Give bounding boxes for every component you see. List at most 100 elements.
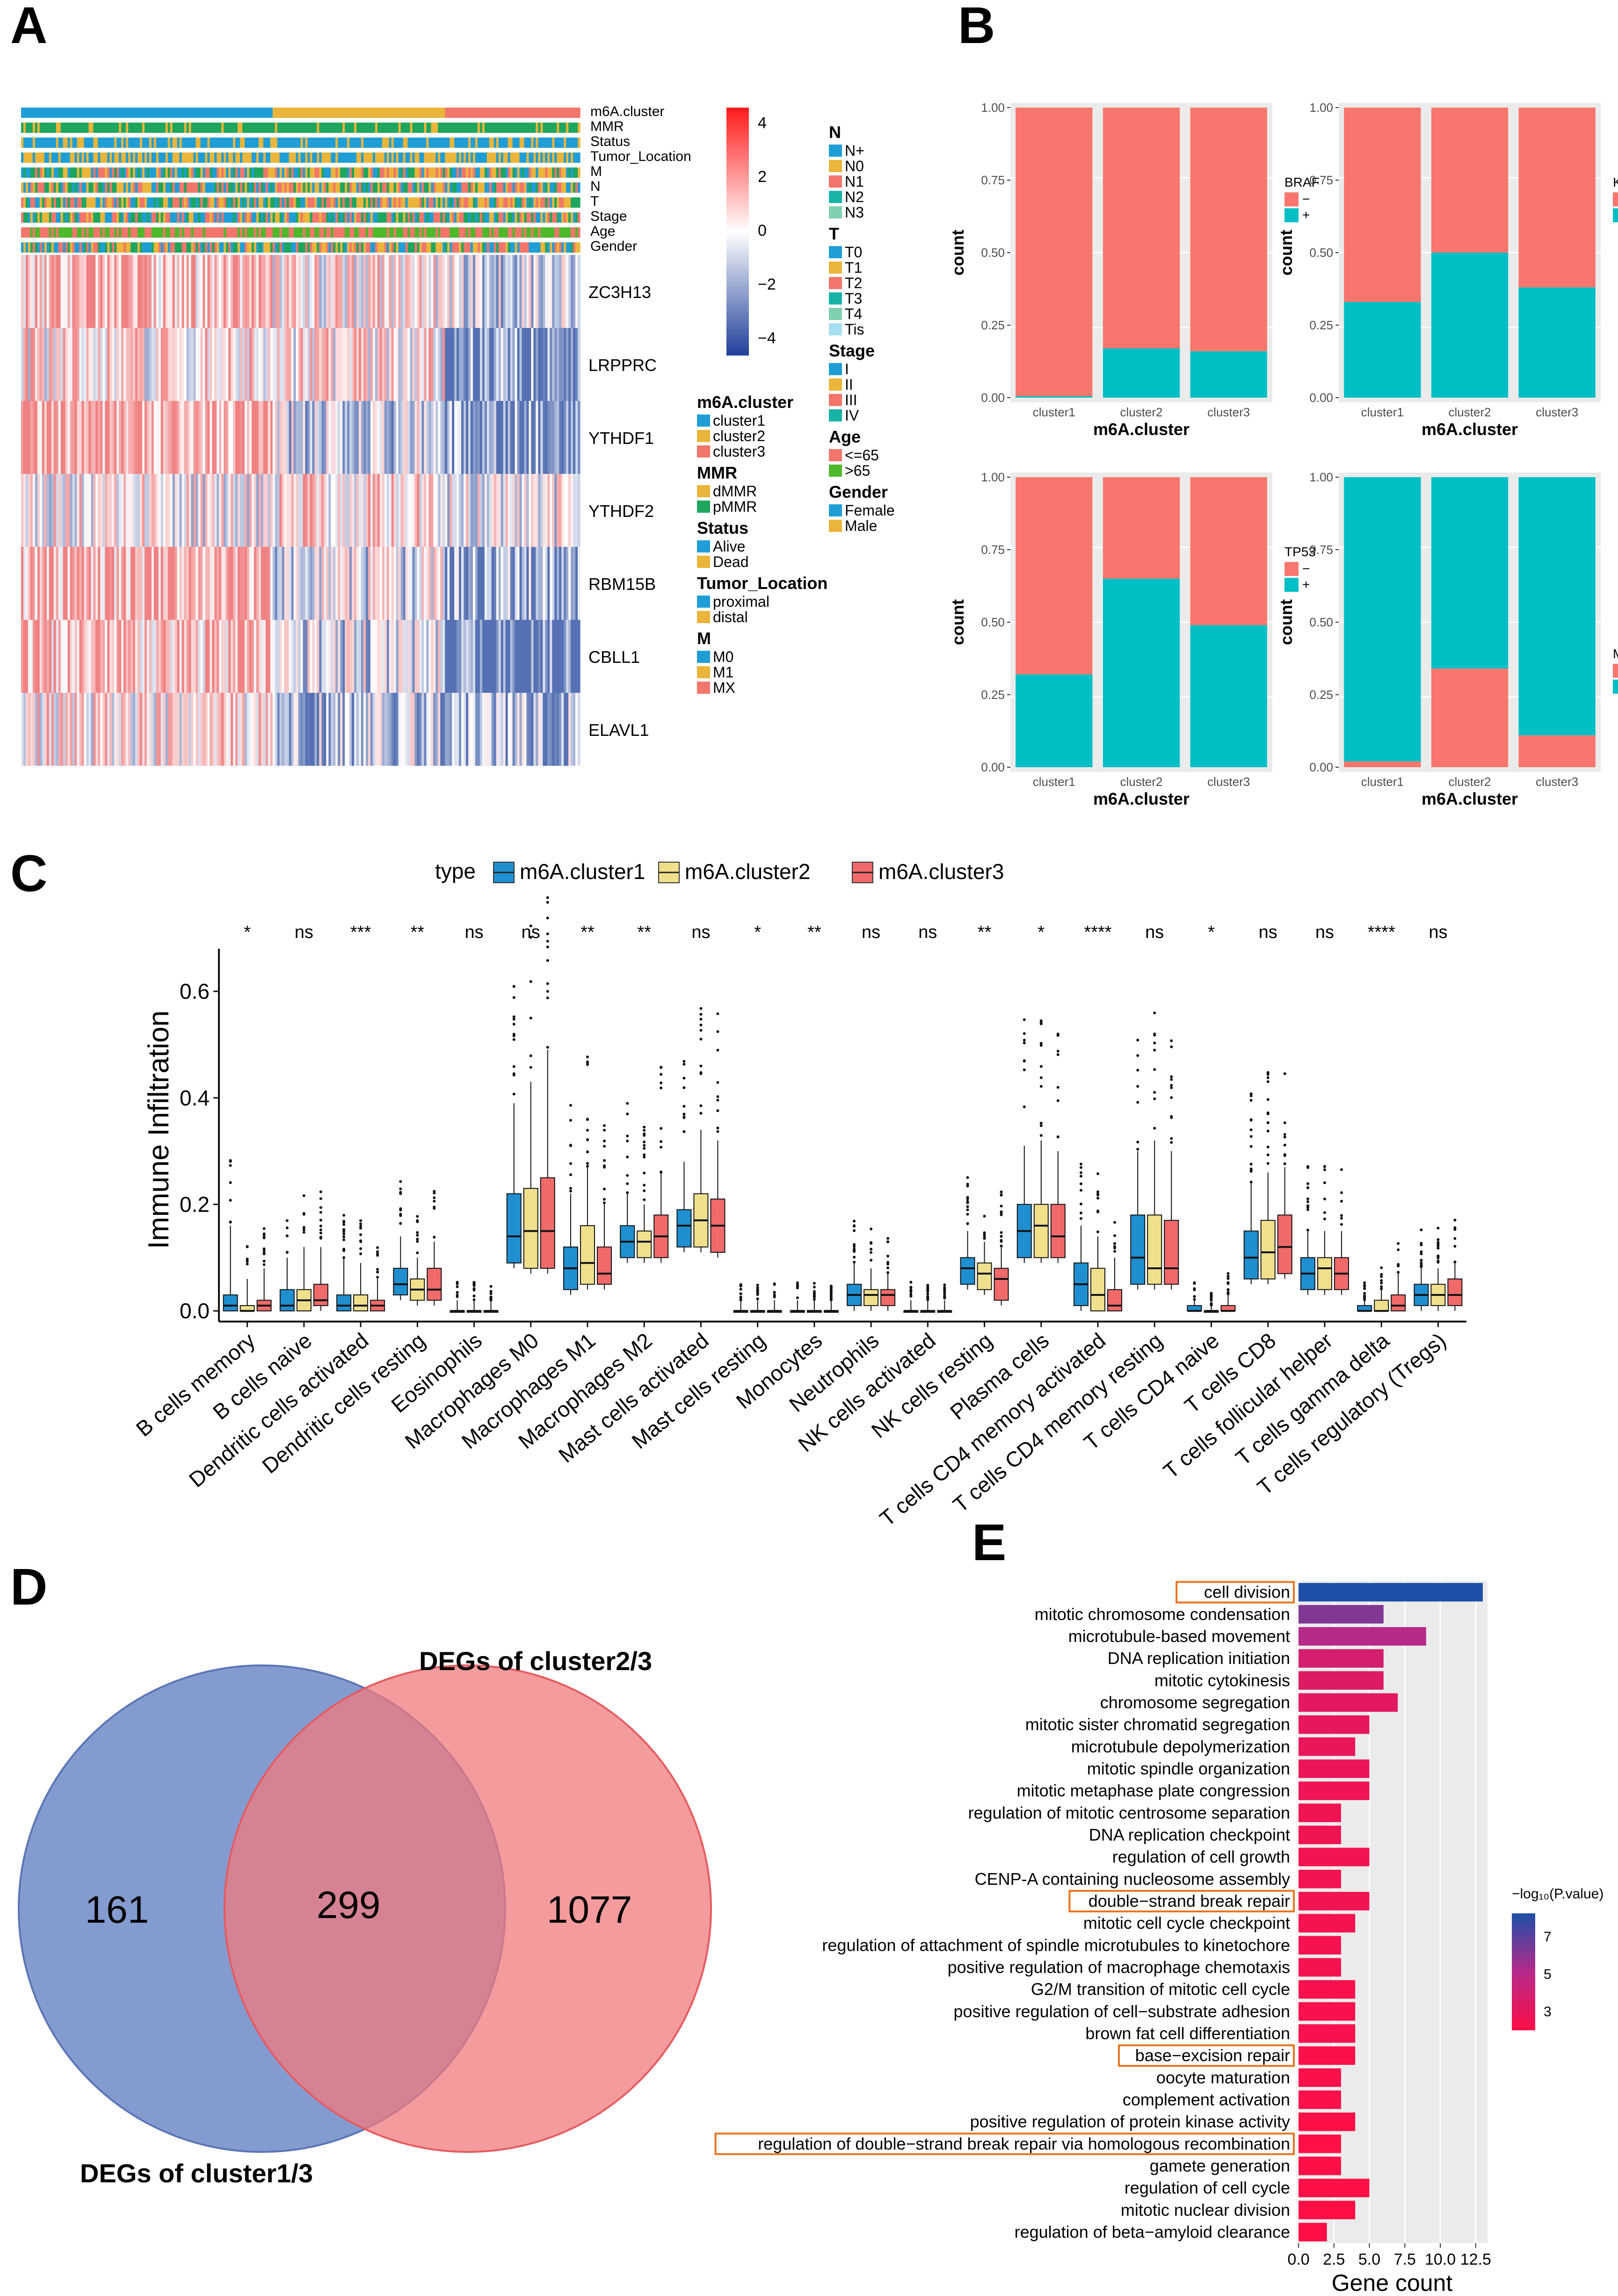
track-cell: [258, 123, 261, 133]
track-cell: [217, 242, 219, 253]
heatmap-cell: [149, 693, 152, 766]
heatmap-cell: [445, 401, 448, 474]
heatmap-cell: [74, 328, 78, 401]
track-cell: [165, 138, 168, 148]
outlier-point: [302, 1194, 305, 1197]
track-cell: [70, 212, 73, 223]
track-cell: [35, 153, 38, 163]
track-cell: [167, 153, 171, 163]
heatmap-cell: [377, 620, 380, 693]
track-cell: [498, 197, 501, 208]
outlier-point: [756, 1290, 759, 1293]
track-cell: [224, 167, 226, 178]
heatmap-cell: [105, 620, 108, 693]
heatmap-cell: [459, 547, 462, 620]
heatmap-cell: [372, 328, 376, 401]
track-cell: [282, 138, 285, 148]
outlier-point: [643, 1171, 646, 1175]
heatmap-cell: [389, 255, 392, 328]
track-cell: [379, 167, 383, 178]
heatmap-cell: [512, 547, 515, 620]
track-cell: [102, 138, 105, 148]
outlier-point: [586, 1129, 589, 1132]
track-cell: [102, 227, 105, 238]
track-cell: [181, 138, 185, 148]
heatmap-cell: [522, 693, 525, 766]
track-cell: [356, 242, 359, 253]
outlier-point: [456, 1293, 459, 1297]
track-cell: [557, 138, 559, 148]
heatmap-cell: [84, 547, 87, 620]
track-cell: [51, 153, 54, 163]
heatmap-cell: [531, 401, 534, 474]
track-cell: [172, 197, 175, 208]
track-cell: [277, 153, 280, 163]
track-cell: [107, 108, 110, 118]
track-cell: [552, 242, 555, 253]
heatmap-cell: [191, 547, 194, 620]
track-cell: [384, 227, 387, 238]
outlier-point: [813, 1286, 816, 1289]
track-cell: [412, 167, 415, 178]
significance-label: ns: [918, 923, 937, 942]
track-cell: [249, 242, 252, 253]
track-cell: [358, 167, 362, 178]
track-cell: [126, 167, 129, 178]
track-cell: [39, 212, 43, 223]
track-cell: [571, 153, 573, 163]
heatmap-cell: [340, 620, 343, 693]
track-cell: [60, 242, 64, 253]
track-cell: [158, 123, 161, 133]
track-cell: [333, 167, 336, 178]
heatmap-cell: [536, 328, 538, 401]
track-cell: [114, 212, 117, 223]
outlier-point: [643, 1155, 646, 1159]
heatmap-cell: [228, 547, 231, 620]
track-cell: [189, 227, 192, 238]
track-cell: [219, 167, 222, 178]
track-cell: [391, 167, 394, 178]
track-cell: [142, 242, 145, 253]
track-cell: [277, 212, 280, 223]
track-cell: [123, 197, 126, 208]
track-cell: [163, 242, 166, 253]
heatmap-cell: [42, 401, 45, 474]
heatmap-cell: [121, 547, 124, 620]
track-cell: [398, 227, 401, 238]
heatmap-cell: [149, 474, 152, 547]
legend-item: cluster2: [713, 428, 765, 444]
heatmap-cell: [174, 693, 178, 766]
track-cell: [468, 153, 471, 163]
track-cell: [249, 182, 252, 193]
track-cell: [109, 182, 112, 193]
boxplot-box: [790, 1281, 805, 1313]
heatmap-cell: [70, 401, 73, 474]
y-axis-title: count: [948, 230, 967, 276]
track-cell: [28, 242, 31, 253]
heatmap-cell: [464, 401, 466, 474]
track-cell: [37, 138, 40, 148]
track-cell: [112, 227, 115, 238]
legend-item: Male: [845, 517, 877, 534]
heatmap-cell: [251, 693, 254, 766]
heatmap-cell: [533, 620, 536, 693]
heatmap-cell: [517, 693, 520, 766]
track-cell: [482, 167, 485, 178]
track-cell: [545, 123, 548, 133]
track-cell: [196, 227, 199, 238]
outlier-point: [512, 1092, 515, 1096]
outlier-point: [586, 1055, 589, 1059]
heatmap-cell: [251, 547, 254, 620]
track-cell: [35, 242, 38, 253]
track-cell: [564, 153, 566, 163]
heatmap-cell: [210, 620, 212, 693]
legend-item: T1: [845, 259, 862, 276]
heatmap-cell: [435, 547, 438, 620]
track-cell: [419, 153, 422, 163]
track-cell: [158, 167, 161, 178]
track-cell: [74, 227, 78, 238]
track-cell: [382, 108, 385, 118]
heatmap-cell: [405, 328, 408, 401]
heatmap-cell: [363, 401, 366, 474]
track-cell: [505, 153, 508, 163]
